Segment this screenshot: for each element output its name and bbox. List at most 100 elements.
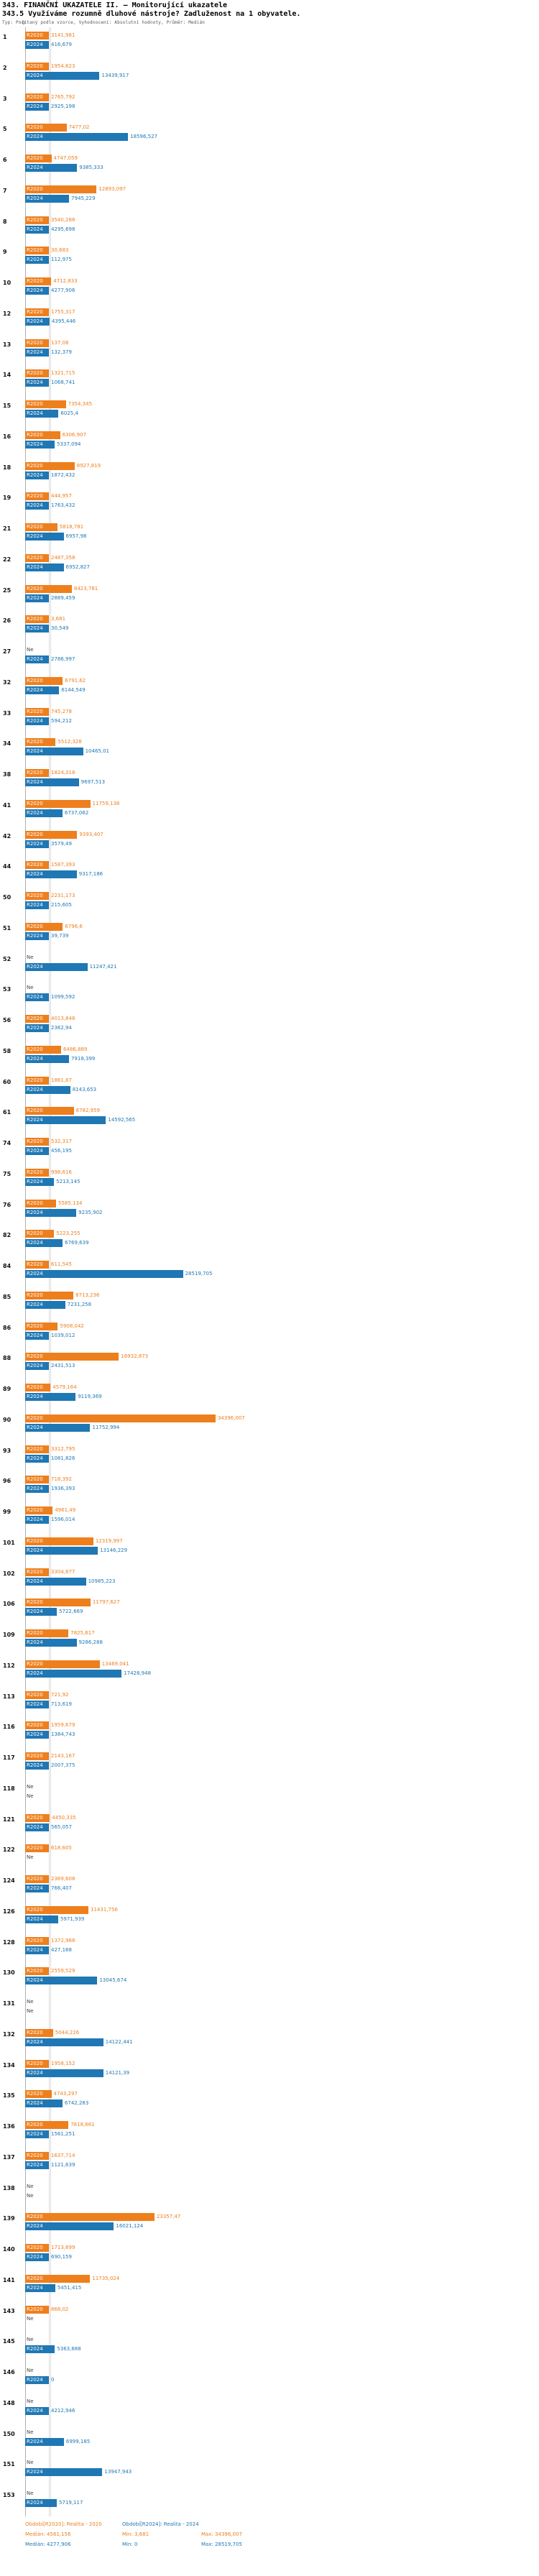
bar-line-r2020: R2020 4743,297 [25,2090,539,2099]
bar-line-r2020: Ne [25,954,539,962]
bar-r2020: R2020 [25,1506,53,1514]
bar-value-label: 721,92 [51,1691,69,1698]
bar-r2020: R2020 [25,1844,49,1853]
bar-series-label: R2020 [27,401,43,407]
bar-r2020: R2020 [25,799,91,808]
bar-r2020: R2020 [25,1629,69,1637]
bar-r2020: R2020 [25,1752,49,1760]
bar-line-r2020: R2020 5223,255 [25,1230,539,1238]
max-r2024: Max: 28519,705 [201,2542,242,2547]
row-number: 56 [3,1017,11,1024]
bar-r2020: R2020 [25,1875,49,1883]
bar-line-r2020: R2020 1755,317 [25,308,539,316]
bar-line-r2020: R2020 1713,699 [25,2244,539,2252]
bar-series-label: R2020 [27,739,43,745]
bar-line-r2024: R2024 11247,421 [25,962,539,971]
bar-line-r2024: R2024 10465,01 [25,748,539,756]
bar-line-r2020: R2020 11735,024 [25,2274,539,2283]
bar-line-r2020: Ne [25,1783,539,1791]
bar-line-r2024: R2024 14592,565 [25,1116,539,1125]
bar-line-r2024: R2024 6999,185 [25,2437,539,2446]
row-number: 8 [3,218,7,225]
row-number: 117 [3,1754,15,1761]
row-number: 143 [3,2307,15,2314]
bar-series-label: R2024 [27,1086,43,1092]
bar-series-label: R2024 [27,594,43,601]
bar-value-label: 618,605 [51,1845,72,1852]
bar-line-r2020: R2020 137,08 [25,339,539,347]
bar-series-label: R2020 [27,1016,43,1021]
chart-row-141: 141 R2020 11735,024 R2024 5451,415 [0,2271,539,2301]
chart-row-60: 60 R2020 1861,87 R2024 8143,653 [0,1072,539,1103]
bar-line-r2024: R2024 11752,994 [25,1423,539,1432]
chart-row-106: 106 R2020 11797,627 R2024 5722,669 [0,1594,539,1625]
bar-series-label: R2020 [27,1968,43,1974]
missing-value-label: Ne [27,647,34,653]
bar-series-label: R2020 [27,616,43,622]
row-number: 141 [3,2276,15,2283]
bar-line-r2020: Ne [25,2367,539,2375]
bar-r2020: R2020 [25,553,49,562]
bar-value-label: 1068,741 [51,380,75,386]
bar-series-label: R2024 [27,1639,43,1645]
bar-series-label: R2020 [27,1691,43,1698]
bar-r2024: R2024 [25,102,49,111]
bar-value-label: 7918,399 [70,1055,96,1062]
bar-value-label: 9235,902 [78,1209,103,1215]
bar-line-r2020: R2020 5044,226 [25,2028,539,2037]
bar-line-r2020: R2020 13469,041 [25,1660,539,1668]
row-number: 15 [3,402,11,409]
row-number: 101 [3,1539,15,1546]
bar-value-label: 5213,145 [56,1178,80,1184]
bar-value-label: 17428,948 [124,1670,152,1676]
bar-series-label: R2020 [27,247,43,254]
chart-row-38: 38 R2020 1824,318 R2024 9697,513 [0,765,539,796]
chart-row-134: 134 R2020 1958,152 R2024 14121,39 [0,2056,539,2087]
bar-r2020: R2020 [25,1445,49,1453]
bar-r2024: R2024 [25,533,64,540]
bar-r2024: R2024 [25,1177,55,1186]
chart-row-26: 26 R2020 3,681 R2024 30,549 [0,611,539,642]
bar-value-label: 4450,335 [52,1814,76,1821]
bar-value-label: 5223,255 [56,1230,80,1237]
bar-series-label: R2020 [27,124,43,131]
bar-series-label: R2024 [27,779,43,785]
bar-value-label: 4013,848 [51,1016,75,1021]
bar-series-label: R2024 [27,226,43,232]
chart-row-82: 82 R2020 5223,255 R2024 6769,639 [0,1225,539,1256]
bar-r2024: R2024 [25,2253,49,2261]
bar-series-label: R2024 [27,1486,43,1492]
bar-line-r2020: R2020 11759,138 [25,799,539,808]
bar-series-label: R2024 [27,2161,43,2168]
chart-meta: Typ: Počítaný podle vzorce, Vyhodnocení:… [2,20,206,25]
bar-series-label: R2020 [27,216,43,223]
bar-r2024: R2024 [25,1331,49,1340]
bar-line-r2020: R2020 4579,164 [25,1384,539,1392]
bar-series-label: R2024 [27,871,43,878]
missing-value-label: Ne [27,2337,34,2343]
bar-line-r2024: R2024 1039,012 [25,1331,539,1340]
bar-line-r2024: R2024 1068,741 [25,379,539,387]
row-number: 19 [3,494,11,502]
bar-series-label: R2020 [27,1046,43,1052]
bar-series-label: R2024 [27,318,43,324]
bar-series-label: R2024 [27,1885,43,1891]
bar-line-r2020: R2020 868,02 [25,2305,539,2314]
bar-r2020: R2020 [25,1230,55,1238]
bar-line-r2020: R2020 6486,889 [25,1045,539,1054]
row-number: 126 [3,1908,15,1915]
bar-series-label: R2020 [27,1292,43,1298]
bar-series-label: R2020 [27,339,43,346]
row-number: 109 [3,1632,15,1638]
max-r2020: Max: 34396,007 [201,2531,242,2537]
bar-series-label: R2020 [27,1169,43,1175]
bar-series-label: R2020 [27,2122,43,2128]
bar-r2024: R2024 [25,225,50,234]
bar-line-r2020: Ne [25,984,539,992]
bar-series-label: R2024 [27,502,43,509]
row-number: 130 [3,1969,15,1977]
bar-r2020: R2020 [25,1967,49,1976]
bar-line-r2024: R2024 9235,902 [25,1208,539,1217]
bar-line-r2020: R2020 12893,097 [25,185,539,193]
bar-line-r2024: R2024 4395,446 [25,317,539,326]
